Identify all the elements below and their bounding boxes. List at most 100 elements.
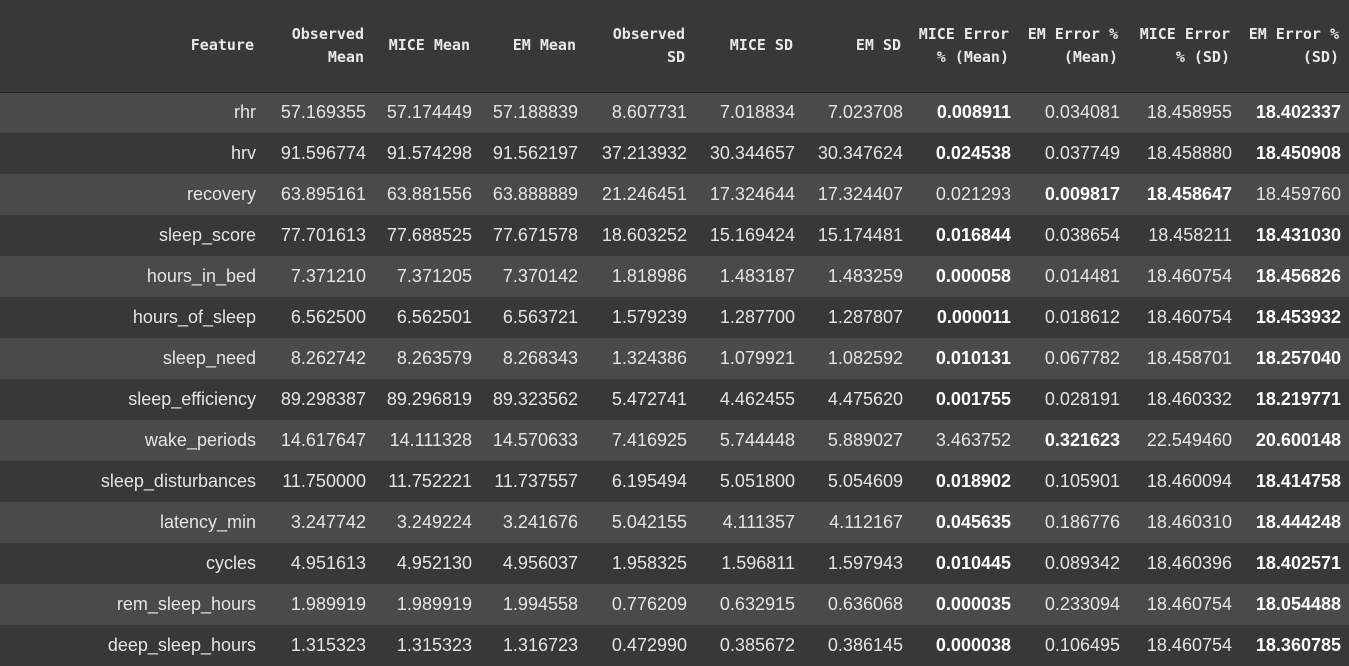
table-cell: 18.603252 [586, 215, 695, 256]
table-cell: 0.000058 [911, 256, 1019, 297]
table-cell: 18.444248 [1240, 502, 1349, 543]
table-cell: 1.082592 [803, 338, 911, 379]
table-cell: 18.458211 [1128, 215, 1240, 256]
table-cell: 37.213932 [586, 133, 695, 174]
row-feature-label: hours_of_sleep [0, 297, 264, 338]
table-cell: 77.671578 [480, 215, 586, 256]
table-cell: 0.089342 [1019, 543, 1128, 584]
table-cell: 0.000035 [911, 584, 1019, 625]
column-header[interactable]: EM SD [803, 0, 911, 93]
table-cell: 8.268343 [480, 338, 586, 379]
column-header[interactable]: Observed Mean [264, 0, 374, 93]
table-cell: 1.579239 [586, 297, 695, 338]
table-cell: 18.219771 [1240, 379, 1349, 420]
column-header[interactable]: MICE Error % (SD) [1128, 0, 1240, 93]
table-cell: 18.414758 [1240, 461, 1349, 502]
table-cell: 1.989919 [374, 584, 480, 625]
table-cell: 18.458647 [1128, 174, 1240, 215]
table-row: rem_sleep_hours 1.989919 1.989919 1.994558 0… [0, 584, 1349, 625]
table-row: rhr 57.169355 57.174449 57.188839 8.607731 7.… [0, 92, 1349, 133]
table-cell: 6.562500 [264, 297, 374, 338]
table-cell: 30.347624 [803, 133, 911, 174]
table-cell: 0.021293 [911, 174, 1019, 215]
table-cell: 7.023708 [803, 92, 911, 133]
table-cell: 0.321623 [1019, 420, 1128, 461]
row-feature-label: rem_sleep_hours [0, 584, 264, 625]
table-cell: 18.402571 [1240, 543, 1349, 584]
table-cell: 21.246451 [586, 174, 695, 215]
table-cell: 0.034081 [1019, 92, 1128, 133]
table-cell: 5.042155 [586, 502, 695, 543]
table-cell: 0.000038 [911, 625, 1019, 666]
table-cell: 8.607731 [586, 92, 695, 133]
column-header[interactable]: EM Error % (SD) [1240, 0, 1349, 93]
table-cell: 15.174481 [803, 215, 911, 256]
column-header[interactable]: Feature [0, 0, 264, 93]
table-cell: 18.450908 [1240, 133, 1349, 174]
table-cell: 18.460094 [1128, 461, 1240, 502]
column-header[interactable]: MICE Mean [374, 0, 480, 93]
table-cell: 3.463752 [911, 420, 1019, 461]
table-cell: 63.888889 [480, 174, 586, 215]
table-cell: 89.296819 [374, 379, 480, 420]
table-cell: 1.818986 [586, 256, 695, 297]
table-cell: 18.460754 [1128, 297, 1240, 338]
table-cell: 14.111328 [374, 420, 480, 461]
row-feature-label: sleep_disturbances [0, 461, 264, 502]
table-cell: 5.472741 [586, 379, 695, 420]
table-row: sleep_efficiency 89.298387 89.296819 89.323… [0, 379, 1349, 420]
table-header-row: Feature Observed Mean MICE Mean EM Mean Obse… [0, 0, 1349, 93]
table-cell: 20.600148 [1240, 420, 1349, 461]
table-cell: 5.054609 [803, 461, 911, 502]
table-cell: 1.483259 [803, 256, 911, 297]
table-cell: 0.045635 [911, 502, 1019, 543]
column-header[interactable]: MICE Error % (Mean) [911, 0, 1019, 93]
table-cell: 0.018902 [911, 461, 1019, 502]
table-cell: 7.370142 [480, 256, 586, 297]
table-cell: 18.459760 [1240, 174, 1349, 215]
table-cell: 63.881556 [374, 174, 480, 215]
table-cell: 3.241676 [480, 502, 586, 543]
table-cell: 7.416925 [586, 420, 695, 461]
table-cell: 1.597943 [803, 543, 911, 584]
table-row: wake_periods 14.617647 14.111328 14.570633 7… [0, 420, 1349, 461]
table-cell: 18.257040 [1240, 338, 1349, 379]
table-cell: 3.249224 [374, 502, 480, 543]
table-cell: 0.385672 [695, 625, 803, 666]
table-cell: 18.460310 [1128, 502, 1240, 543]
table-cell: 18.460396 [1128, 543, 1240, 584]
table-cell: 0.000011 [911, 297, 1019, 338]
table-cell: 4.951613 [264, 543, 374, 584]
table-cell: 7.018834 [695, 92, 803, 133]
table-cell: 0.016844 [911, 215, 1019, 256]
table-cell: 1.958325 [586, 543, 695, 584]
table-cell: 1.989919 [264, 584, 374, 625]
column-header[interactable]: MICE SD [695, 0, 803, 93]
table-row: cycles 4.951613 4.952130 4.956037 1.958325 1.… [0, 543, 1349, 584]
table-cell: 18.460754 [1128, 256, 1240, 297]
column-header[interactable]: EM Mean [480, 0, 586, 93]
table-cell: 11.737557 [480, 461, 586, 502]
table-cell: 18.402337 [1240, 92, 1349, 133]
table-row: sleep_disturbances 11.750000 11.752221 11.7… [0, 461, 1349, 502]
table-cell: 0.038654 [1019, 215, 1128, 256]
table-cell: 0.386145 [803, 625, 911, 666]
table-cell: 77.701613 [264, 215, 374, 256]
table-cell: 0.008911 [911, 92, 1019, 133]
table-cell: 1.315323 [264, 625, 374, 666]
table-cell: 0.018612 [1019, 297, 1128, 338]
table-cell: 77.688525 [374, 215, 480, 256]
table-cell: 57.188839 [480, 92, 586, 133]
table-cell: 7.371205 [374, 256, 480, 297]
column-header[interactable]: Observed SD [586, 0, 695, 93]
column-header[interactable]: EM Error % (Mean) [1019, 0, 1128, 93]
table-row: sleep_score 77.701613 77.688525 77.671578 18… [0, 215, 1349, 256]
table-cell: 1.316723 [480, 625, 586, 666]
table-cell: 6.195494 [586, 461, 695, 502]
row-feature-label: hours_in_bed [0, 256, 264, 297]
table-cell: 18.360785 [1240, 625, 1349, 666]
table-cell: 1.324386 [586, 338, 695, 379]
table-row: latency_min 3.247742 3.249224 3.241676 5.042… [0, 502, 1349, 543]
table-cell: 0.037749 [1019, 133, 1128, 174]
